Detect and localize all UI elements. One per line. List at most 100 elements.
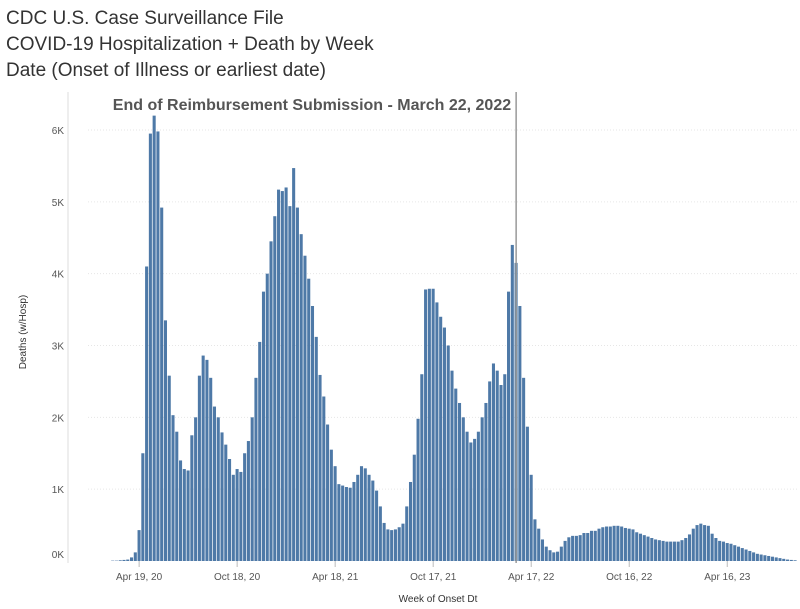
bar-90 bbox=[431, 288, 435, 561]
bar-71 bbox=[359, 466, 364, 561]
chart-title-line-3: Date (Onset of Illness or earliest date) bbox=[6, 60, 326, 81]
bar-168 bbox=[725, 543, 729, 561]
bar-155 bbox=[676, 541, 680, 561]
bar-184 bbox=[785, 559, 790, 561]
bar-124 bbox=[559, 546, 563, 561]
bar-50 bbox=[280, 191, 284, 561]
bar-series bbox=[111, 115, 797, 562]
bar-83 bbox=[405, 506, 409, 561]
y-tick-label-2: 2K bbox=[52, 413, 65, 424]
bar-73 bbox=[367, 474, 371, 561]
bar-167 bbox=[721, 541, 725, 561]
bar-48 bbox=[273, 216, 277, 561]
bar-175 bbox=[752, 552, 756, 561]
bar-159 bbox=[691, 528, 695, 561]
bar-62 bbox=[326, 424, 330, 561]
bar-55 bbox=[299, 234, 303, 561]
bar-180 bbox=[770, 556, 774, 561]
bar-20 bbox=[167, 375, 171, 561]
bar-98 bbox=[461, 417, 465, 561]
bar-84 bbox=[408, 481, 413, 561]
bar-127 bbox=[571, 535, 575, 561]
bar-67 bbox=[344, 487, 348, 561]
bar-101 bbox=[473, 438, 477, 561]
bar-182 bbox=[778, 558, 782, 561]
bar-17 bbox=[156, 131, 160, 561]
bar-10 bbox=[130, 557, 134, 561]
x-axis-title: Week of Onset Dt bbox=[399, 594, 478, 605]
bar-163 bbox=[706, 525, 710, 561]
bar-65 bbox=[337, 484, 341, 561]
bar-166 bbox=[718, 540, 722, 561]
bar-23 bbox=[179, 460, 183, 561]
bar-47 bbox=[269, 241, 273, 561]
bar-135 bbox=[601, 527, 605, 561]
bar-57 bbox=[307, 278, 311, 561]
bar-109 bbox=[503, 374, 507, 561]
chart-title-line-1: CDC U.S. Case Surveillance File bbox=[6, 8, 284, 29]
bar-170 bbox=[733, 545, 737, 561]
x-axis-ticks: Apr 19, 20 Oct 18, 20 Apr 18, 21 Oct 17, 21… bbox=[116, 561, 751, 583]
bar-150 bbox=[657, 540, 661, 561]
bar-126 bbox=[567, 537, 571, 561]
bar-186 bbox=[793, 560, 797, 561]
bar-95 bbox=[450, 370, 454, 561]
bar-79 bbox=[390, 530, 394, 561]
bar-94 bbox=[446, 345, 450, 561]
bar-46 bbox=[265, 273, 269, 561]
bar-24 bbox=[182, 469, 186, 561]
bar-9 bbox=[126, 559, 130, 561]
bar-161 bbox=[699, 523, 703, 561]
y-tick-label-4: 4K bbox=[52, 270, 65, 281]
bar-148 bbox=[650, 538, 654, 561]
bar-107 bbox=[495, 370, 499, 561]
bar-134 bbox=[597, 528, 601, 561]
bar-136 bbox=[605, 526, 609, 561]
bar-115 bbox=[525, 426, 529, 561]
bar-15 bbox=[148, 133, 152, 561]
bar-16 bbox=[152, 115, 156, 561]
bar-66 bbox=[341, 485, 345, 561]
bar-53 bbox=[292, 168, 296, 561]
bar-165 bbox=[714, 538, 718, 561]
bar-78 bbox=[386, 529, 390, 561]
bar-38 bbox=[235, 469, 239, 561]
bar-179 bbox=[767, 555, 771, 561]
bar-42 bbox=[250, 417, 254, 561]
bar-111 bbox=[510, 244, 514, 561]
bar-176 bbox=[755, 553, 759, 561]
bar-26 bbox=[190, 435, 194, 561]
bar-147 bbox=[646, 536, 650, 561]
bar-160 bbox=[695, 525, 699, 561]
x-tick-label-1: Oct 18, 20 bbox=[214, 572, 261, 583]
bar-58 bbox=[310, 305, 315, 561]
bar-59 bbox=[314, 336, 318, 561]
bar-110 bbox=[507, 291, 511, 562]
y-tick-label-3: 3K bbox=[52, 342, 65, 353]
bar-149 bbox=[654, 539, 658, 561]
bar-164 bbox=[710, 533, 714, 561]
bar-88 bbox=[424, 289, 428, 561]
bar-12 bbox=[137, 530, 141, 561]
bar-61 bbox=[322, 396, 326, 561]
x-tick-label-4: Apr 17, 22 bbox=[508, 572, 555, 583]
bar-96 bbox=[454, 388, 458, 561]
bar-56 bbox=[303, 255, 307, 561]
bar-14 bbox=[145, 266, 149, 561]
bar-113 bbox=[518, 305, 522, 561]
bar-77 bbox=[382, 522, 386, 561]
bar-43 bbox=[254, 377, 258, 561]
bar-28 bbox=[197, 375, 201, 561]
y-axis-title: Deaths (w/Hosp) bbox=[18, 295, 29, 369]
bar-72 bbox=[363, 468, 367, 561]
bar-36 bbox=[228, 459, 232, 561]
bar-152 bbox=[665, 541, 669, 561]
x-tick-label-2: Apr 18, 21 bbox=[312, 572, 359, 583]
bar-64 bbox=[333, 466, 337, 561]
bar-22 bbox=[175, 431, 179, 561]
bar-140 bbox=[620, 526, 624, 561]
bar-146 bbox=[642, 535, 646, 561]
bar-144 bbox=[635, 532, 639, 561]
x-tick-label-3: Oct 17, 21 bbox=[410, 572, 457, 583]
bar-139 bbox=[616, 525, 620, 561]
